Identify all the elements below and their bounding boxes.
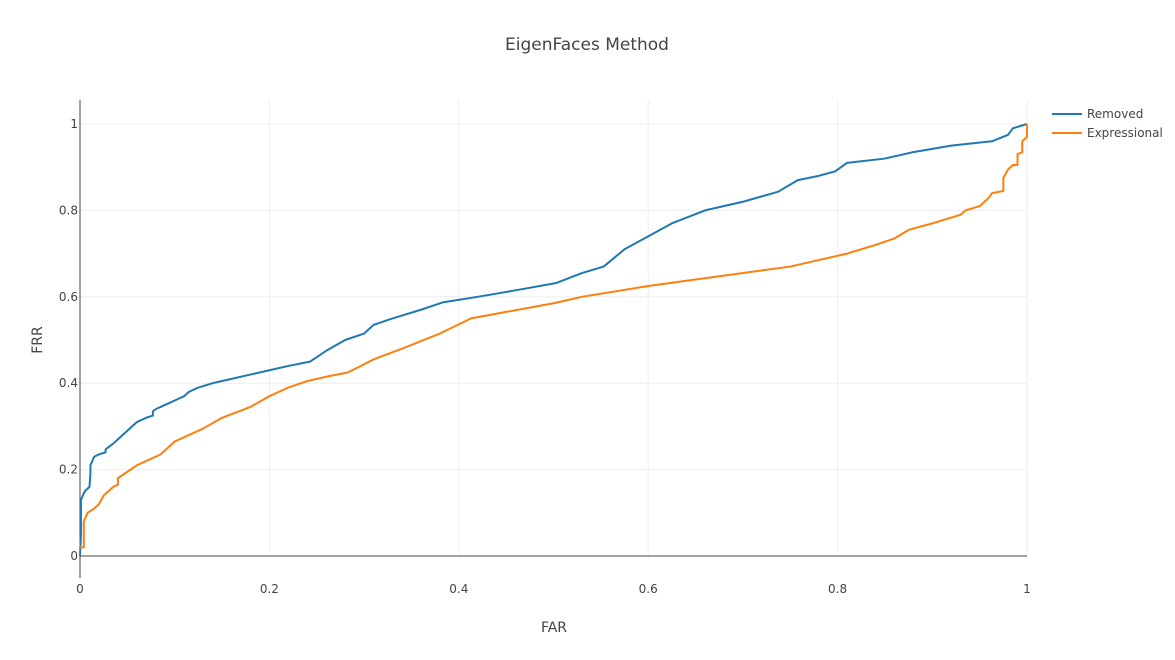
legend[interactable]: Removed Expressional bbox=[1052, 107, 1163, 140]
legend-item-expressional[interactable]: Expressional bbox=[1052, 126, 1163, 140]
x-tick-label: 0.2 bbox=[260, 582, 279, 596]
x-tick-label: 0.4 bbox=[449, 582, 468, 596]
y-tick-label: 0.8 bbox=[59, 203, 78, 217]
x-tick-label: 0.8 bbox=[828, 582, 847, 596]
legend-label: Removed bbox=[1087, 107, 1143, 121]
series-line-expressional bbox=[80, 124, 1028, 549]
legend-label: Expressional bbox=[1087, 126, 1163, 140]
y-tick-label: 0.2 bbox=[59, 463, 78, 477]
y-tick-label: 0 bbox=[70, 549, 78, 563]
chart-title: EigenFaces Method bbox=[505, 35, 669, 55]
series-lines bbox=[79, 123, 1028, 557]
legend-item-removed[interactable]: Removed bbox=[1052, 107, 1143, 121]
x-tick-label: 0.6 bbox=[639, 582, 658, 596]
y-axis-title: FRR bbox=[30, 326, 46, 354]
y-tick-label: 1 bbox=[70, 117, 78, 131]
x-tick-label: 0 bbox=[76, 582, 84, 596]
y-tick-label: 0.4 bbox=[59, 376, 78, 390]
grid-lines bbox=[80, 100, 1028, 556]
axes: 0 0.2 0.4 0.6 0.8 1 0 0.2 0.4 0.6 0.8 1 bbox=[59, 100, 1031, 596]
series-line-removed bbox=[79, 123, 1028, 557]
x-tick-label: 1 bbox=[1023, 582, 1031, 596]
x-axis-title: FAR bbox=[541, 620, 567, 636]
y-tick-label: 0.6 bbox=[59, 290, 78, 304]
